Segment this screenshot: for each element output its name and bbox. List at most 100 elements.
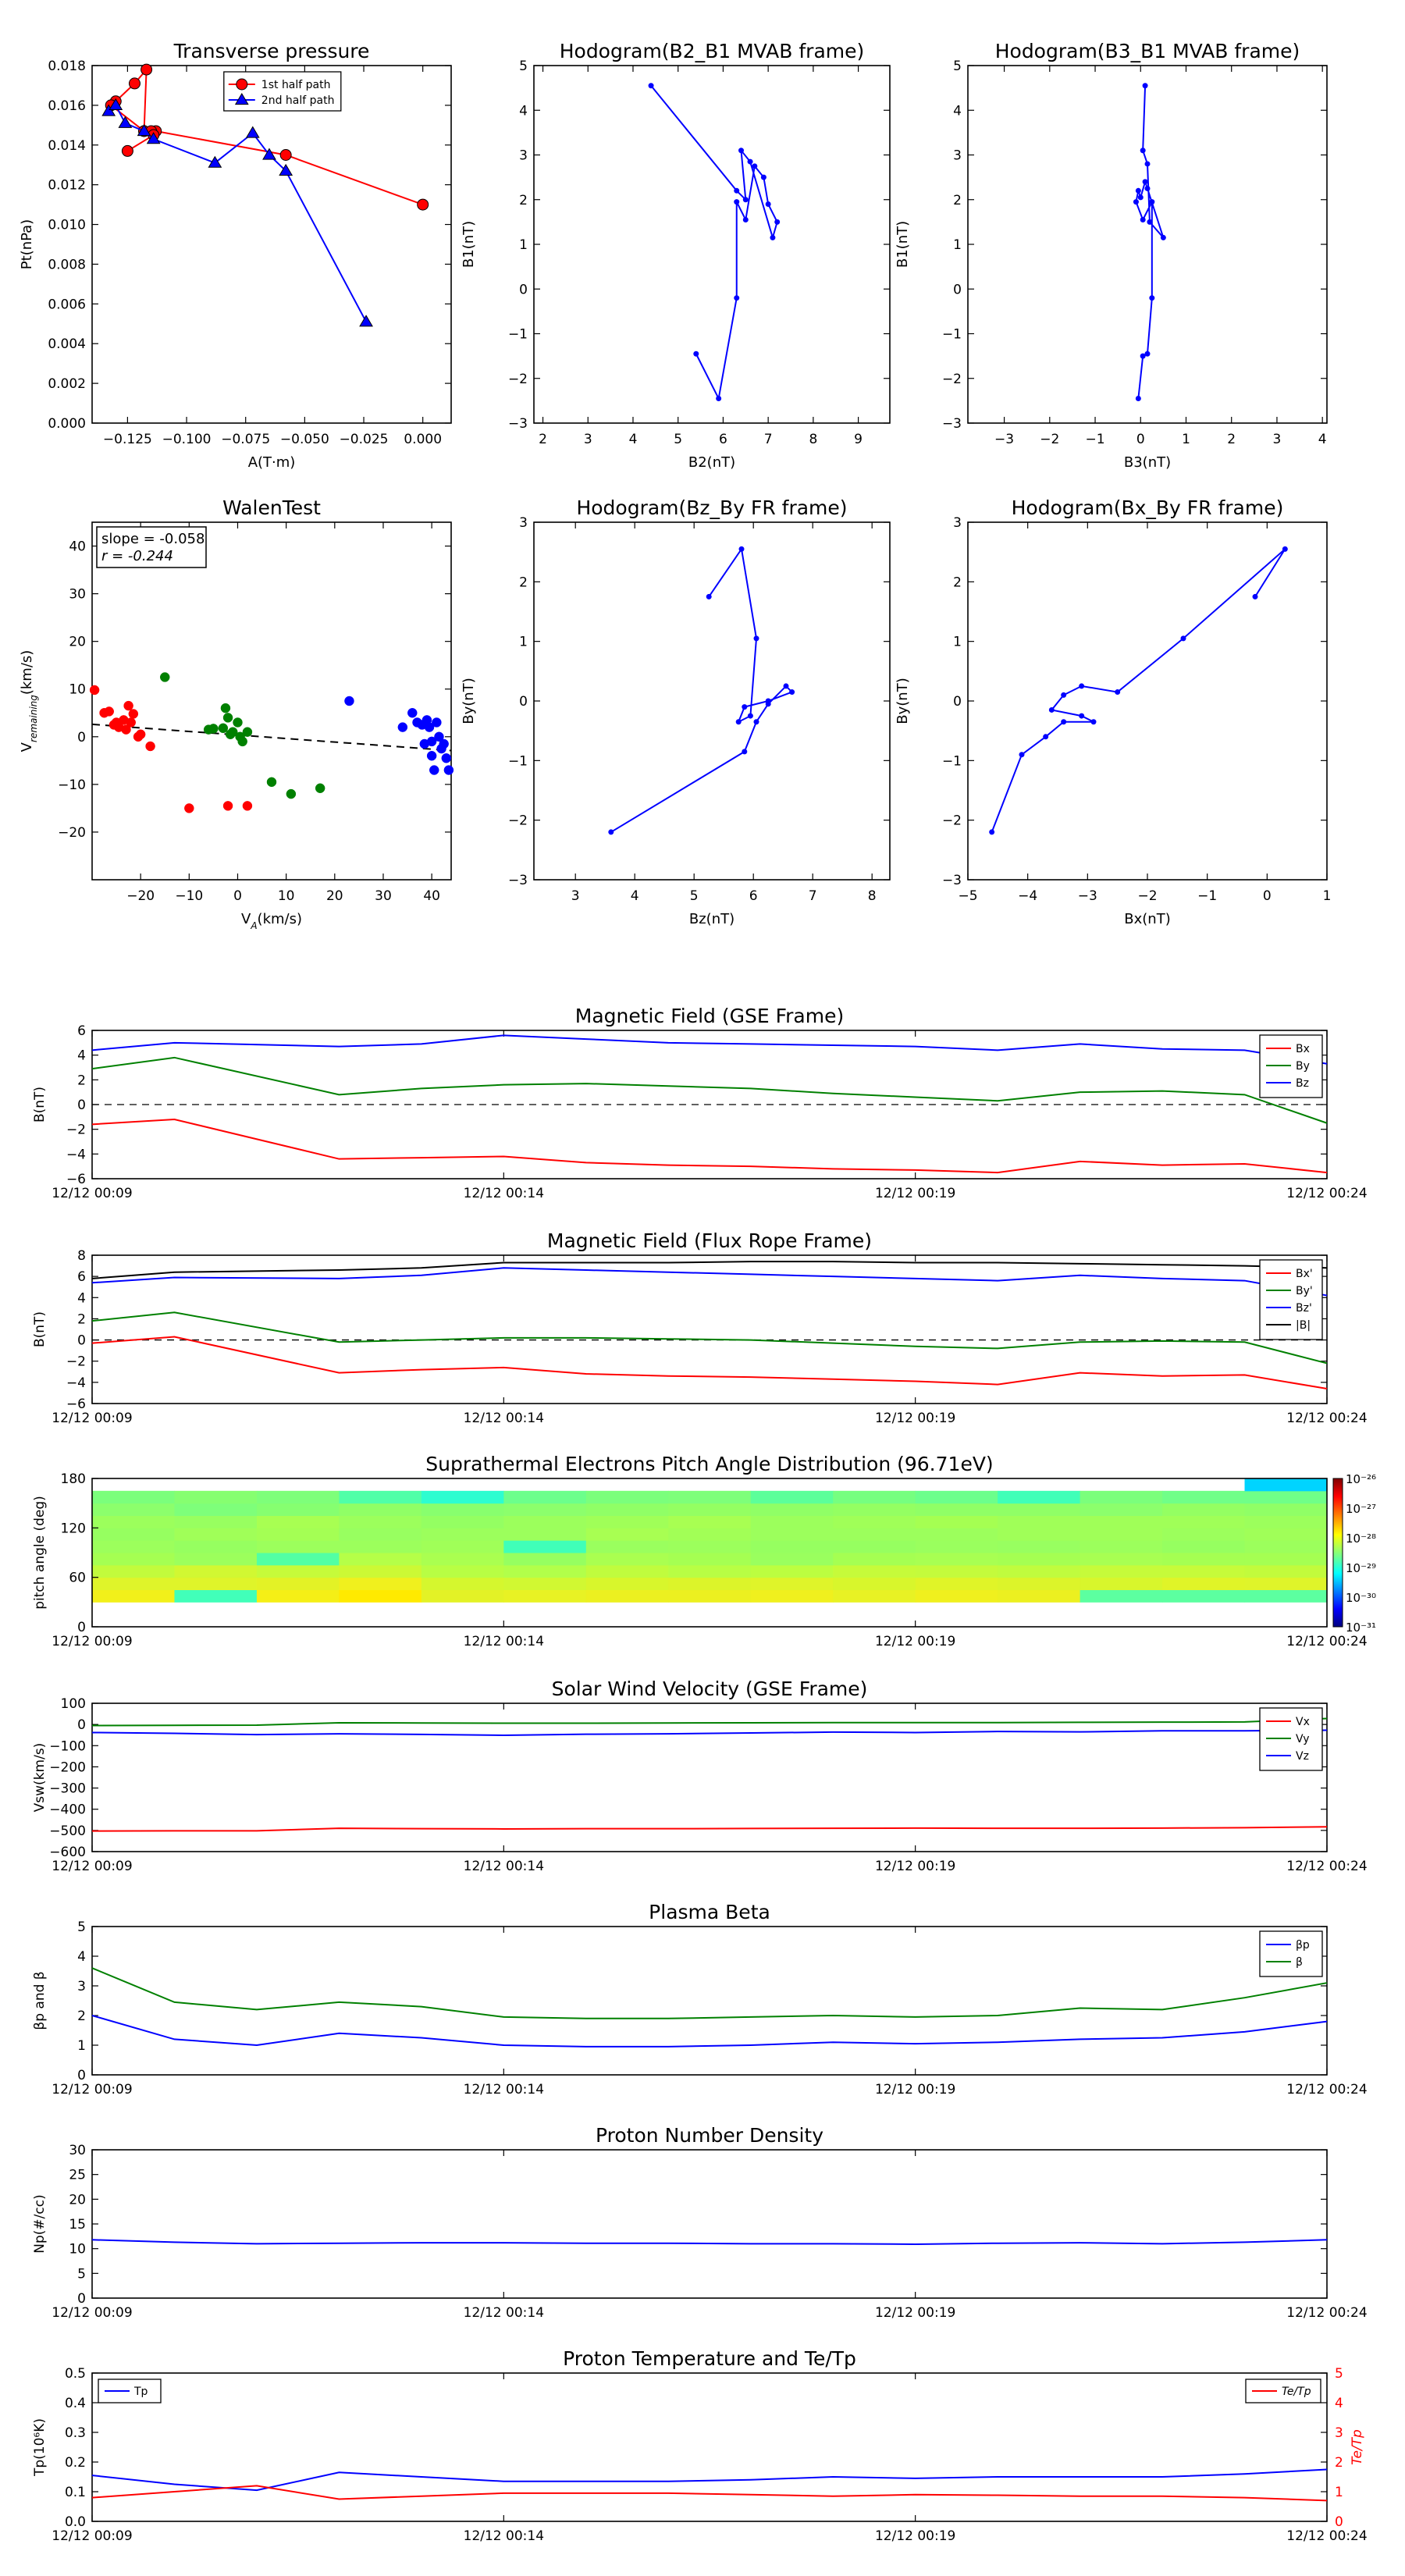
y-tick-label: 3 [953, 515, 962, 531]
plot-frame [967, 65, 1328, 424]
data-point [1149, 199, 1155, 205]
heatmap-cell [668, 1503, 752, 1516]
x-tick-label: −0.050 [280, 432, 329, 447]
heatmap-cell [339, 1553, 422, 1566]
legend-marker [234, 93, 249, 105]
heatmap-cell [750, 1503, 834, 1516]
heatmap-cell [421, 1528, 504, 1541]
x-tick-label: 12/12 00:14 [464, 1634, 544, 1649]
heatmap-cell [339, 1490, 422, 1504]
data-point [693, 350, 699, 357]
data-point [242, 727, 253, 737]
heatmap-cell [92, 1589, 175, 1603]
data-point [734, 295, 740, 301]
data-point [1142, 179, 1148, 185]
x-axis-label: VA(km/s) [241, 911, 302, 931]
heatmap-cell [668, 1564, 752, 1578]
data-point [1180, 635, 1186, 642]
plot-frame [533, 65, 891, 424]
data-point [747, 713, 753, 719]
x-tick-label: 2 [1227, 432, 1236, 447]
y-axis-label: B1(nT) [461, 221, 477, 268]
data-point [279, 149, 292, 161]
data-point [1144, 350, 1151, 357]
legend-label: Vz [1296, 1750, 1309, 1763]
data-point [242, 801, 253, 811]
y-tick-label: −2 [942, 813, 962, 829]
data-point [1140, 353, 1146, 359]
y-tick-label: 0.012 [48, 178, 86, 194]
y-tick-label: 4 [953, 103, 962, 119]
heatmap-cell [668, 1490, 752, 1504]
heatmap-cell [1080, 1528, 1163, 1541]
y-tick-label: 0 [77, 1620, 86, 1635]
x-tick-label: 2 [539, 432, 547, 447]
heatmap-cell [833, 1515, 916, 1528]
y-tick-label: 4 [77, 1048, 86, 1064]
data-point [1140, 148, 1146, 154]
heatmap-cell [1244, 1478, 1328, 1492]
heatmap-cell [833, 1564, 916, 1578]
heatmap-cell [1162, 1540, 1246, 1553]
heatmap-cell [339, 1540, 422, 1553]
hodogram-bx-by-chart: Hodogram(Bx_By FR frame) −5 −4 −3 −2 −1 0 1 −3 −2… [895, 496, 1331, 927]
heatmap-cell [1162, 1503, 1246, 1516]
x-tick-label: 12/12 00:14 [464, 1859, 544, 1874]
data-point [716, 396, 722, 402]
y-tick-label: −4 [66, 1147, 86, 1162]
legend-label: Bz [1296, 1077, 1309, 1090]
chart-title: Hodogram(Bx_By FR frame) [1012, 496, 1284, 519]
heatmap-cell [585, 1490, 669, 1504]
heatmap-cell [998, 1490, 1081, 1504]
x-tick-label: 12/12 00:09 [52, 2305, 132, 2321]
data-point [1282, 546, 1288, 552]
heatmap-cell [256, 1553, 340, 1566]
data-point [734, 199, 740, 205]
heatmap-cell [833, 1490, 916, 1504]
y-tick-label: 4 [77, 1949, 86, 1965]
data-point [760, 174, 767, 180]
data-point [1147, 219, 1153, 225]
heatmap-cell [256, 1577, 340, 1590]
y-axis-label: B(nT) [32, 1311, 48, 1347]
data-point [135, 729, 146, 739]
legend-label: By' [1296, 1285, 1313, 1297]
y-axis-label: βp and β [32, 1971, 48, 2030]
x-tick-label: 12/12 00:24 [1286, 1186, 1367, 1201]
series-line [91, 1311, 1328, 1364]
x-tick-label: 12/12 00:09 [52, 2082, 132, 2097]
data-point [1135, 187, 1141, 194]
x-tick-label: 12/12 00:09 [52, 1634, 132, 1649]
y-tick-label: 30 [69, 2143, 86, 2158]
y-tick-label: 15 [69, 2217, 86, 2233]
heatmap-cell [1162, 1515, 1246, 1528]
data-point [145, 741, 155, 752]
data-point [208, 724, 219, 734]
colorbar [1332, 1478, 1343, 1628]
y-axis-label: pitch angle (deg) [32, 1496, 48, 1610]
x-tick-label: −3 [1078, 888, 1097, 904]
colorbar-label: 10⁻²⁹ [1346, 1561, 1376, 1575]
heatmap-cell [750, 1490, 834, 1504]
data-point [1252, 593, 1258, 600]
x-tick-label: −10 [175, 888, 203, 904]
y-tick-label: 0.5 [65, 2366, 86, 2382]
y-tick-label: −6 [66, 1172, 86, 1187]
series-line [91, 1118, 1328, 1174]
heatmap-cell [915, 1577, 998, 1590]
heatmap-cell [750, 1540, 834, 1553]
series-line [91, 2468, 1328, 2492]
data-point [245, 126, 260, 138]
data-point [1135, 396, 1141, 402]
heatmap-cell [750, 1589, 834, 1603]
solar-wind-velocity-chart: Solar Wind Velocity (GSE Frame) 12/12 00:… [32, 1678, 1368, 1874]
y-axis-label: B(nT) [32, 1087, 48, 1123]
y-tick-label: 100 [61, 1696, 86, 1712]
legend-label: β [1296, 1956, 1303, 1969]
heatmap-cell [668, 1553, 752, 1566]
x-axis-label: B2(nT) [688, 454, 735, 471]
y-tick-label: 0 [953, 694, 962, 710]
x-tick-label: 12/12 00:14 [464, 1411, 544, 1426]
heatmap-cell [92, 1503, 175, 1516]
y-tick-label: −3 [508, 873, 528, 888]
